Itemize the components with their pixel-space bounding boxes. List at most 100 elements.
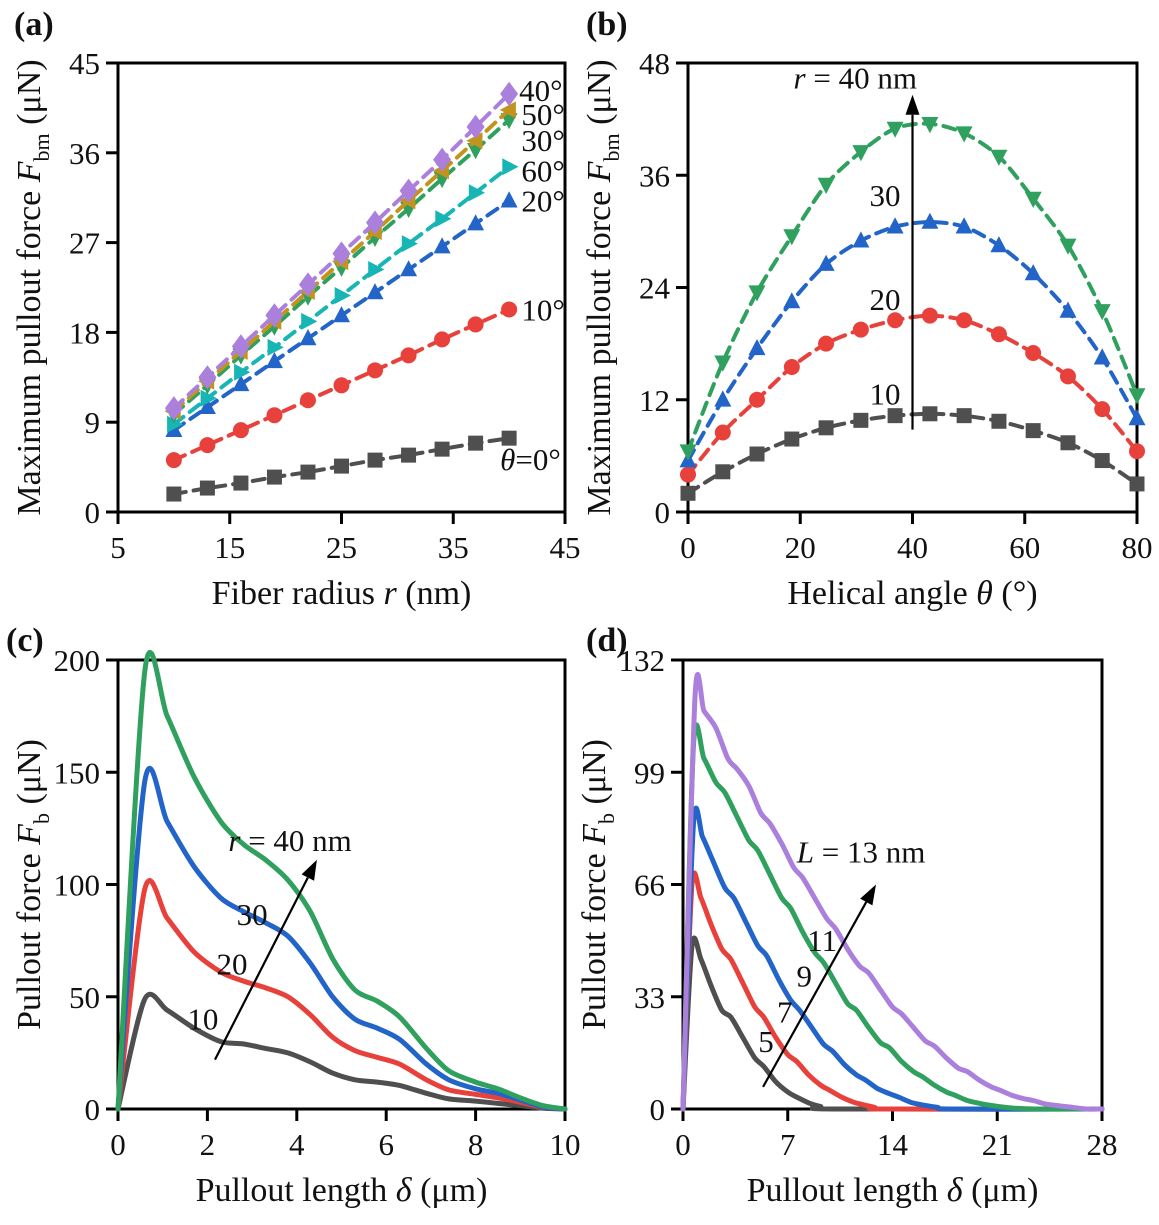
series-13 xyxy=(680,672,1105,1112)
annotation-text: 60° xyxy=(521,154,564,189)
x-tick-label: 25 xyxy=(326,530,357,565)
series-9 xyxy=(680,805,1105,1112)
y-tick-label: 66 xyxy=(634,868,665,903)
annotation-text: 50° xyxy=(521,97,564,132)
y-axis: 0 12 24 36 48 xyxy=(639,46,688,530)
annotation-text: r = 40 nm xyxy=(794,60,917,95)
x-tick-label: 40 xyxy=(897,530,928,565)
series-10 xyxy=(115,991,568,1112)
annotations: r = 40 nm 30 20 10 xyxy=(794,60,920,430)
panel-b-label: (b) xyxy=(586,6,628,43)
x-tick-label: 21 xyxy=(982,1127,1013,1162)
y-axis: 0 50 100 150 200 xyxy=(54,643,118,1127)
annotation-text: 30 xyxy=(869,178,900,213)
y-axis-title: Pullout force Fb (μN) xyxy=(580,739,619,1030)
y-tick-label: 0 xyxy=(85,1092,101,1127)
annotation-text: 20 xyxy=(869,282,900,317)
y-axis: 0 9 18 27 36 45 xyxy=(69,46,118,530)
panel-d-label: (d) xyxy=(586,622,628,659)
series-40 xyxy=(164,81,519,421)
x-tick-label: 0 xyxy=(675,1127,691,1162)
panel-d-chart: 0 7 14 21 28 0 33 66 99 132 Pullout length δ (μm) P… xyxy=(580,612,1159,1225)
annotations: 40°50°30°60°20° 10° θ=0° xyxy=(500,73,565,477)
y-tick-label: 45 xyxy=(69,46,100,81)
series-11 xyxy=(680,722,1105,1112)
annotation-text: L = 13 nm xyxy=(796,834,926,869)
series-20 xyxy=(115,878,568,1112)
annotation-text: 11 xyxy=(807,923,837,958)
x-axis-title: Helical angle θ (°) xyxy=(787,575,1037,612)
annotation-text: r = 40 nm xyxy=(228,823,351,858)
y-tick-label: 18 xyxy=(69,315,100,350)
series-10 xyxy=(165,301,518,469)
y-tick-label: 50 xyxy=(69,980,100,1015)
series-30 xyxy=(165,113,518,424)
x-tick-label: 0 xyxy=(110,1127,126,1162)
y-tick-label: 33 xyxy=(634,980,665,1015)
x-axis: 0 20 40 60 80 xyxy=(680,512,1153,565)
panel-a-chart: 5 15 25 35 45 0 9 18 27 36 45 Fiber radius r (nm) Ma… xyxy=(0,0,580,612)
x-tick-label: 8 xyxy=(468,1127,484,1162)
y-axis-title: Maximum pullout force Fbm (μN) xyxy=(581,59,624,515)
x-axis: 0 2 4 6 8 10 xyxy=(110,1109,580,1162)
series-0 xyxy=(166,430,517,502)
panel-c-label: (c) xyxy=(6,622,44,659)
y-tick-label: 24 xyxy=(639,271,671,306)
series-7 xyxy=(680,870,1105,1112)
annotation-text: 7 xyxy=(777,994,793,1029)
x-axis: 0 7 14 21 28 xyxy=(675,1109,1118,1162)
annotation-text: 10 xyxy=(187,1001,218,1036)
y-tick-label: 150 xyxy=(54,755,101,790)
series-30 xyxy=(115,766,568,1112)
annotation-text: 30° xyxy=(521,123,564,158)
panel-b-chart: 0 20 40 60 80 0 12 24 36 48 Helical angle θ (°) Max… xyxy=(580,0,1159,612)
x-tick-label: 2 xyxy=(200,1127,216,1162)
y-tick-label: 99 xyxy=(634,755,665,790)
x-tick-label: 60 xyxy=(1009,530,1040,565)
annotation-text: 20° xyxy=(521,184,564,219)
x-tick-label: 10 xyxy=(550,1127,581,1162)
chart-b-svg: 0 20 40 60 80 0 12 24 36 48 Helical angle θ (°) Max… xyxy=(581,46,1153,612)
panel-c-chart: 0 2 4 6 8 10 0 50 100 150 200 Pullout length δ (μm)… xyxy=(0,612,580,1225)
x-tick-label: 6 xyxy=(378,1127,394,1162)
x-axis-title: Pullout length δ (μm) xyxy=(196,1172,488,1209)
annotation-text: 30 xyxy=(237,897,268,932)
y-tick-label: 36 xyxy=(69,136,100,171)
x-tick-label: 20 xyxy=(785,530,816,565)
x-tick-label: 0 xyxy=(680,530,696,565)
annotation-text: θ=0° xyxy=(500,442,561,477)
series-5 xyxy=(680,935,1105,1112)
y-tick-label: 132 xyxy=(619,643,666,678)
series-40 xyxy=(115,649,568,1112)
annotation-text: 9 xyxy=(796,959,812,994)
y-tick-label: 36 xyxy=(639,158,670,193)
annotations: r = 40 nm 30 20 10 xyxy=(187,823,352,1061)
series-40 xyxy=(679,117,1146,461)
y-tick-label: 48 xyxy=(639,46,670,81)
chart-a-svg: 5 15 25 35 45 0 9 18 27 36 45 Fiber radius r (nm) Ma… xyxy=(11,46,580,612)
y-tick-label: 0 xyxy=(85,495,101,530)
annotation-text: 10 xyxy=(869,376,900,411)
x-tick-label: 4 xyxy=(289,1127,305,1162)
y-axis: 0 33 66 99 132 xyxy=(619,643,683,1127)
y-tick-label: 9 xyxy=(85,405,101,440)
annotation-text: 10° xyxy=(521,292,564,327)
x-axis-title: Fiber radius r (nm) xyxy=(212,575,472,612)
panel-a-label: (a) xyxy=(14,6,54,43)
y-axis-title: Maximum pullout force Fbm (μN) xyxy=(11,59,54,515)
x-tick-label: 14 xyxy=(877,1127,909,1162)
x-tick-label: 28 xyxy=(1087,1127,1118,1162)
annotation-text: 20 xyxy=(216,946,247,981)
annotation-text: 40° xyxy=(519,73,562,108)
y-tick-label: 12 xyxy=(639,383,670,418)
series-20 xyxy=(680,307,1145,483)
x-axis: 5 15 25 35 45 xyxy=(110,512,580,565)
x-axis-title: Pullout length δ (μm) xyxy=(747,1172,1039,1209)
x-tick-label: 5 xyxy=(110,530,126,565)
series-60 xyxy=(167,158,519,433)
y-tick-label: 100 xyxy=(54,868,101,903)
x-tick-label: 15 xyxy=(214,530,245,565)
